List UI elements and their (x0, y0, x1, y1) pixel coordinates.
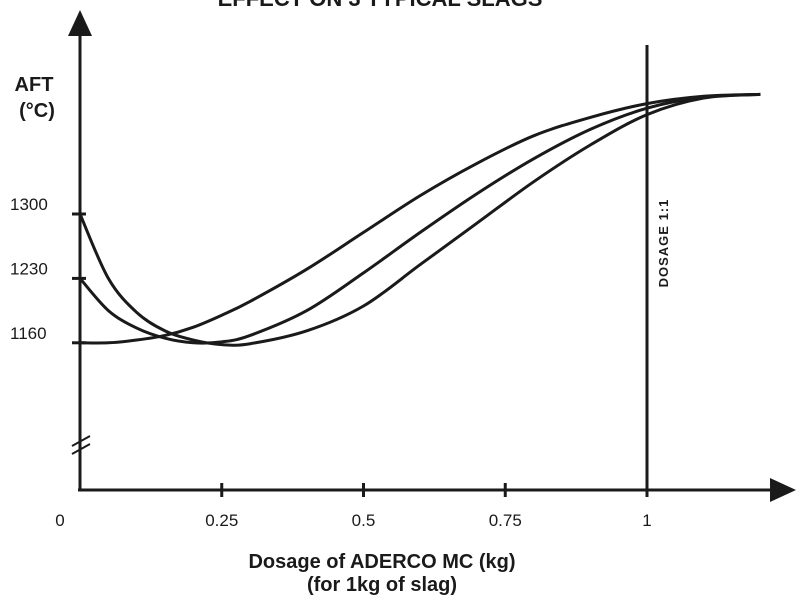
x-axis-arrow (770, 478, 796, 502)
y-tick-label: 1230 (10, 259, 48, 278)
axes (68, 10, 796, 502)
series-1-line (79, 92, 761, 345)
chart-title: EFFECT ON 3 TYPICAL SLAGS (218, 0, 543, 11)
y-axis-arrow (68, 10, 92, 36)
x-axis-label-line2: (for 1kg of slag) (307, 574, 457, 596)
y-axis-label-line2: (°C) (19, 100, 55, 122)
y-axis-break (71, 435, 91, 455)
reference-line-label: DOSAGE 1:1 (656, 199, 671, 288)
series-2-line (78, 92, 761, 345)
x-ticks: 0 0.25 0.5 0.75 1 (55, 483, 652, 530)
y-ticks: 1160 1230 1300 (10, 195, 86, 345)
series-group (78, 92, 761, 347)
y-tick-label: 1160 (10, 324, 47, 343)
y-tick-label: 1300 (10, 195, 48, 214)
x-tick-label: 0.25 (205, 511, 238, 530)
x-tick-label: 0 (55, 511, 64, 530)
series-3-line (78, 92, 761, 347)
y-axis-label-line1: AFT (15, 74, 54, 96)
x-tick-label: 1 (642, 511, 651, 530)
x-tick-label: 0.75 (489, 511, 522, 530)
x-axis-label-line1: Dosage of ADERCO MC (kg) (248, 551, 515, 573)
x-tick-label: 0.5 (352, 511, 376, 530)
